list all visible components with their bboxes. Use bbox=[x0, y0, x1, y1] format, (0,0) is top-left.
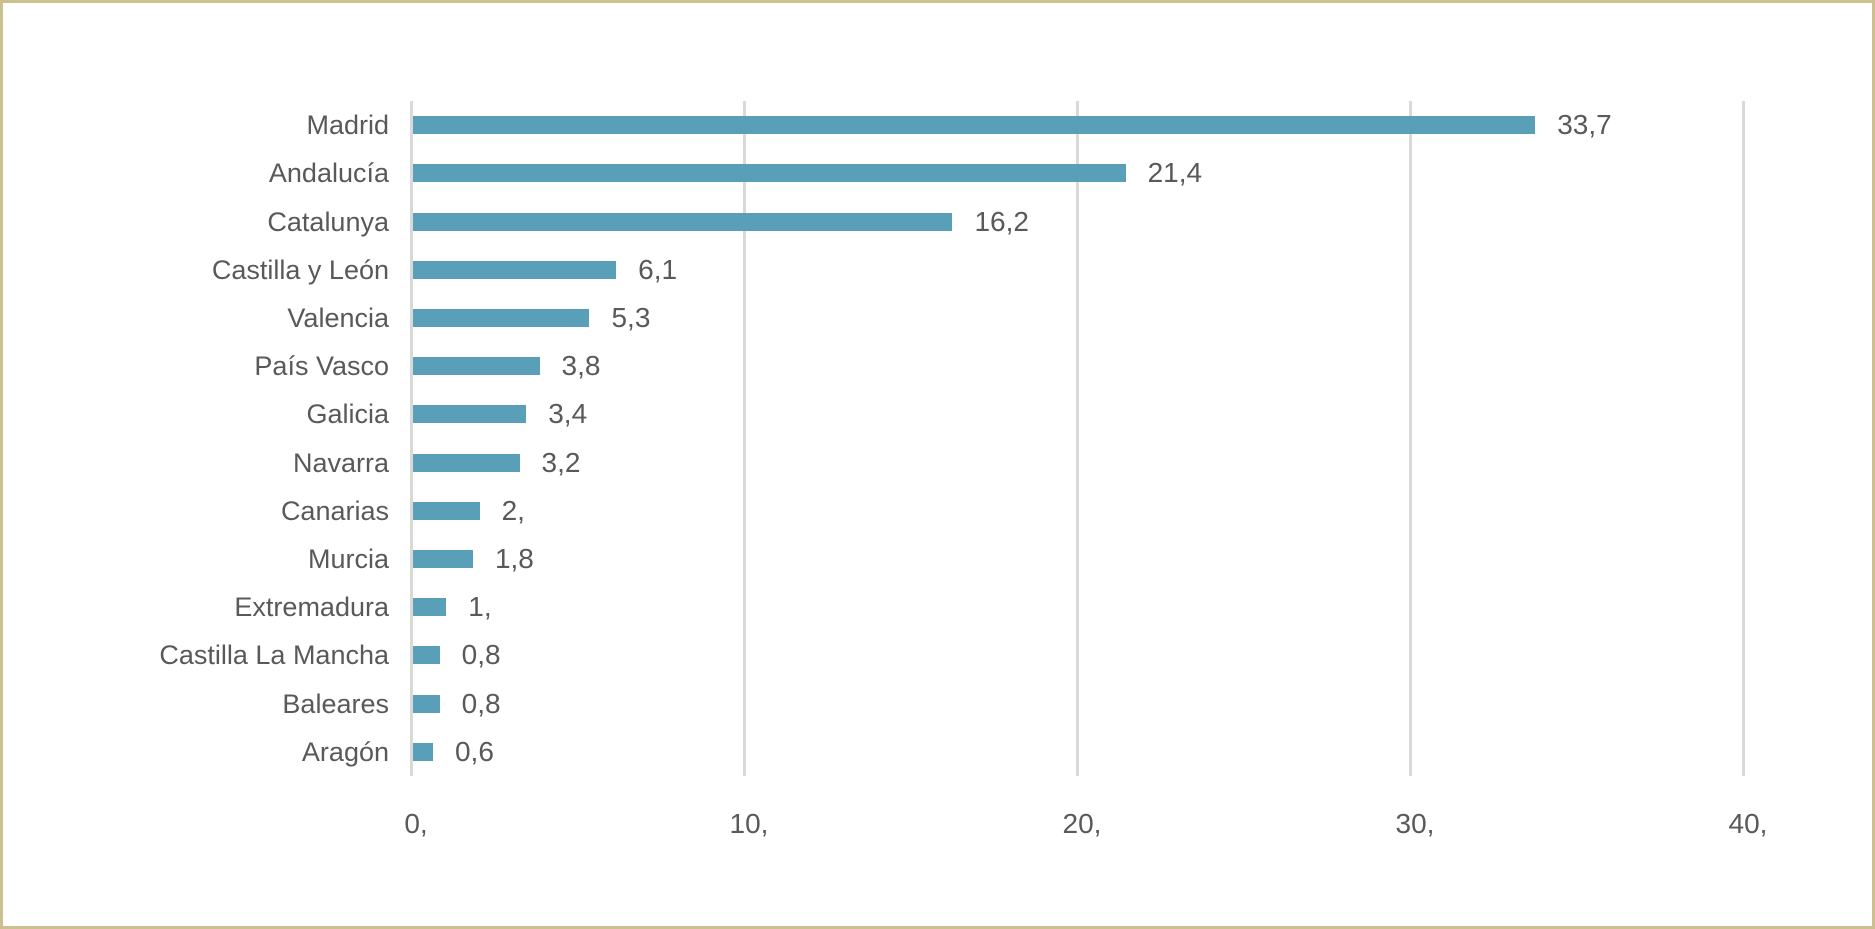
category-label: Castilla La Mancha bbox=[159, 640, 389, 671]
category-label: Murcia bbox=[307, 544, 389, 575]
data-label: 5,3 bbox=[611, 301, 651, 333]
x-tick-label: 40, bbox=[1728, 808, 1768, 839]
x-tick-label: 10, bbox=[729, 808, 769, 839]
category-label: País Vasco bbox=[254, 351, 389, 382]
data-label: 0,6 bbox=[454, 735, 494, 767]
category-label: Extremadura bbox=[234, 592, 389, 623]
bar bbox=[413, 116, 1536, 135]
bar bbox=[413, 405, 527, 424]
bar-chart: Madrid 33,7 Andalucía 21,4 Catalunya 16,2 Cast… bbox=[3, 3, 1872, 926]
bar bbox=[413, 260, 617, 279]
data-label: 3,8 bbox=[561, 350, 601, 382]
data-label: 16,2 bbox=[974, 205, 1029, 237]
bar bbox=[413, 646, 440, 665]
bar bbox=[413, 308, 590, 327]
data-label: 21,4 bbox=[1147, 157, 1203, 189]
category-label: Canarias bbox=[280, 495, 389, 526]
x-tick-label: 0, bbox=[404, 808, 428, 839]
data-label: 3,4 bbox=[548, 398, 588, 430]
data-label: 6,1 bbox=[638, 253, 678, 285]
bar bbox=[413, 212, 953, 231]
data-label: 3,2 bbox=[541, 446, 581, 478]
data-label: 0,8 bbox=[461, 639, 501, 671]
category-label: Andalucía bbox=[268, 158, 389, 189]
x-tick-label: 20, bbox=[1062, 808, 1102, 839]
bar bbox=[413, 501, 480, 520]
gridline bbox=[1075, 101, 1079, 776]
category-label: Baleares bbox=[282, 688, 389, 719]
bar bbox=[413, 357, 540, 376]
y-axis-line bbox=[409, 101, 413, 776]
gridline bbox=[1741, 101, 1745, 776]
category-label: Galicia bbox=[306, 399, 389, 430]
category-label: Castilla y León bbox=[211, 254, 389, 285]
gridline bbox=[742, 101, 746, 776]
bar bbox=[413, 453, 520, 472]
bar bbox=[413, 164, 1126, 183]
bar bbox=[413, 694, 440, 713]
category-label: Valencia bbox=[287, 302, 389, 333]
data-label: 33,7 bbox=[1557, 109, 1612, 141]
bar bbox=[413, 550, 473, 569]
category-label: Navarra bbox=[292, 447, 389, 478]
gridline bbox=[1408, 101, 1412, 776]
bar bbox=[413, 598, 447, 617]
bar bbox=[413, 742, 433, 761]
data-label: 1, bbox=[468, 591, 492, 623]
data-label: 2, bbox=[501, 494, 525, 526]
category-label: Catalunya bbox=[267, 206, 389, 237]
data-label: 1,8 bbox=[494, 543, 534, 575]
data-label: 0,8 bbox=[461, 687, 501, 719]
category-label: Aragón bbox=[301, 736, 389, 767]
category-label: Madrid bbox=[306, 110, 389, 141]
x-tick-label: 30, bbox=[1395, 808, 1435, 839]
